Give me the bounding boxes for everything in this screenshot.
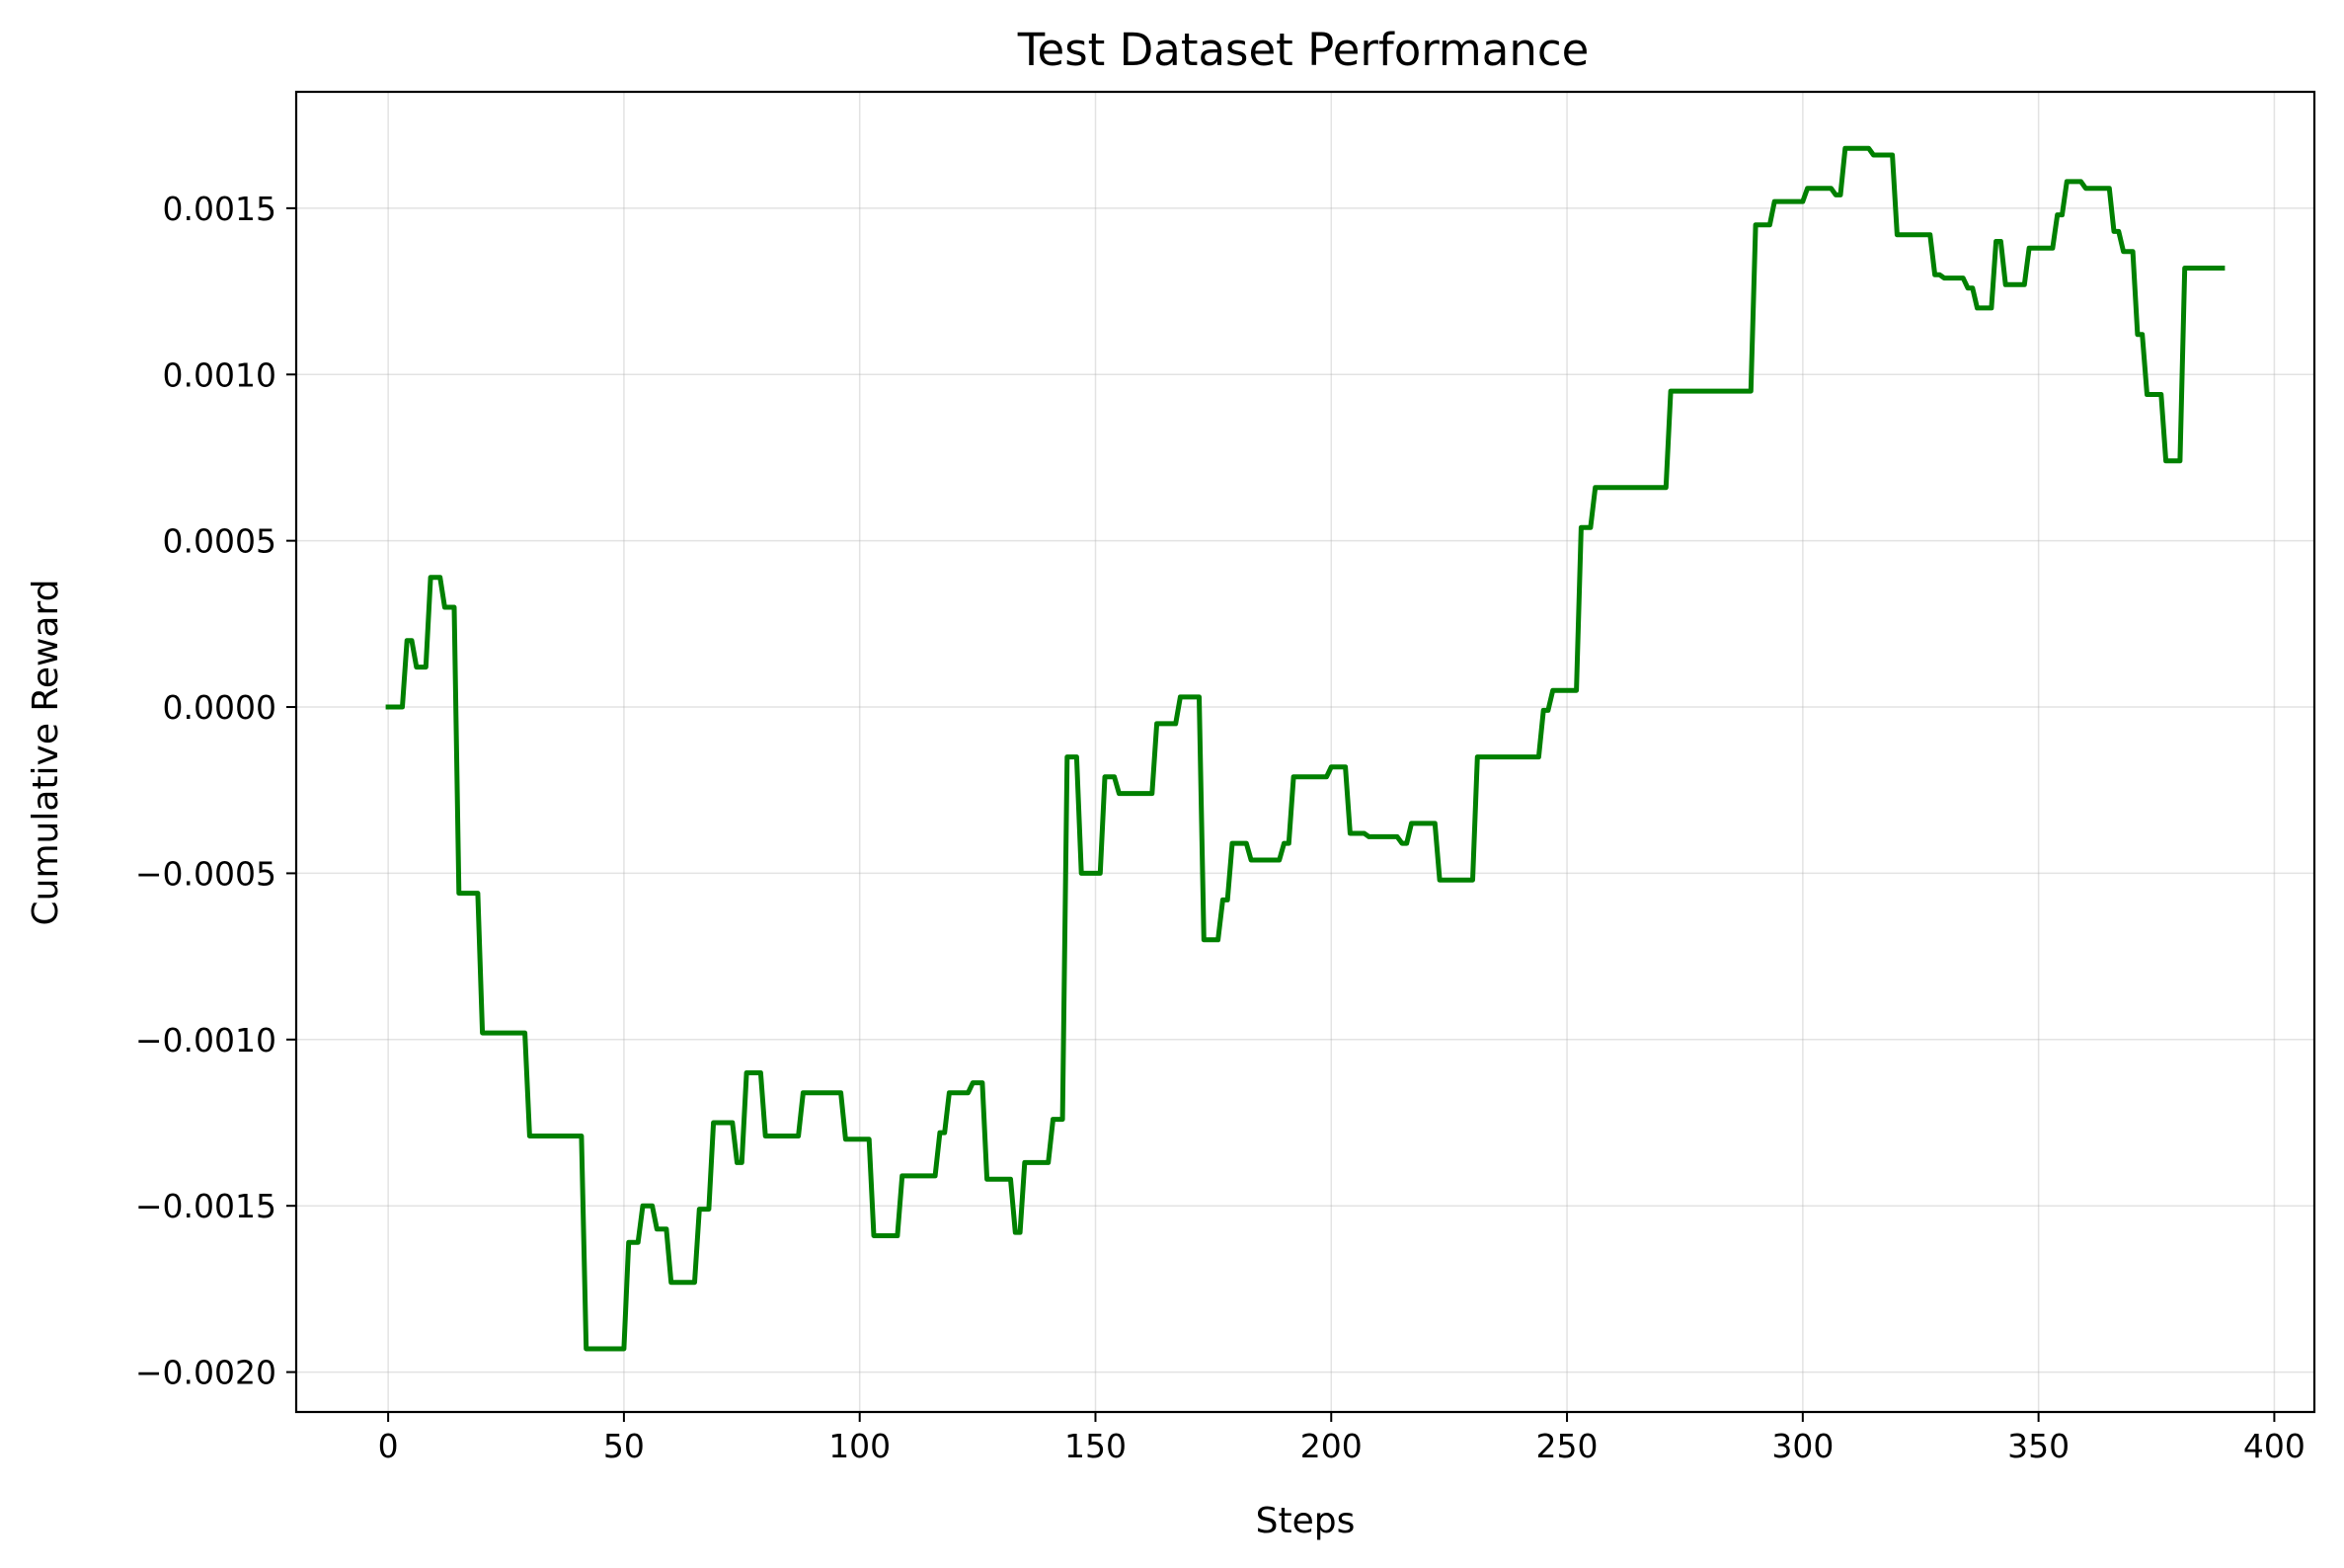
x-axis: 0 50 100 150 200 250 300 350 400 bbox=[378, 1412, 2305, 1465]
x-tick-label: 200 bbox=[1300, 1427, 1363, 1465]
y-tick-label: −0.0015 bbox=[135, 1187, 276, 1225]
x-tick-label: 0 bbox=[378, 1427, 399, 1465]
x-axis-label: Steps bbox=[1256, 1501, 1356, 1541]
y-tick-label: −0.0010 bbox=[135, 1021, 276, 1059]
y-tick-label: −0.0020 bbox=[135, 1354, 276, 1392]
series-layer bbox=[385, 145, 2226, 1352]
x-tick-label: 300 bbox=[1771, 1427, 1834, 1465]
y-tick-label: 0.0015 bbox=[163, 190, 276, 228]
y-tick-label: 0.0005 bbox=[163, 522, 276, 561]
x-tick-label: 100 bbox=[828, 1427, 891, 1465]
chart-title: Test Dataset Performance bbox=[1017, 24, 1590, 76]
grid bbox=[296, 92, 2314, 1412]
y-tick-label: −0.0005 bbox=[135, 854, 276, 893]
plot-frame bbox=[294, 90, 2316, 1414]
x-tick-label: 400 bbox=[2243, 1427, 2305, 1465]
y-tick-label: 0.0010 bbox=[163, 355, 276, 394]
x-tick-label: 150 bbox=[1064, 1427, 1127, 1465]
y-tick-label: 0.0000 bbox=[163, 688, 276, 727]
y-axis-label: Cumulative Reward bbox=[26, 580, 66, 926]
y-axis: −0.0020 −0.0015 −0.0010 −0.0005 0.0000 0.0005… bbox=[135, 190, 296, 1392]
x-tick-label: 250 bbox=[1536, 1427, 1599, 1465]
x-tick-label: 350 bbox=[2007, 1427, 2070, 1465]
series-line bbox=[385, 145, 2226, 1352]
x-tick-label: 50 bbox=[603, 1427, 645, 1465]
